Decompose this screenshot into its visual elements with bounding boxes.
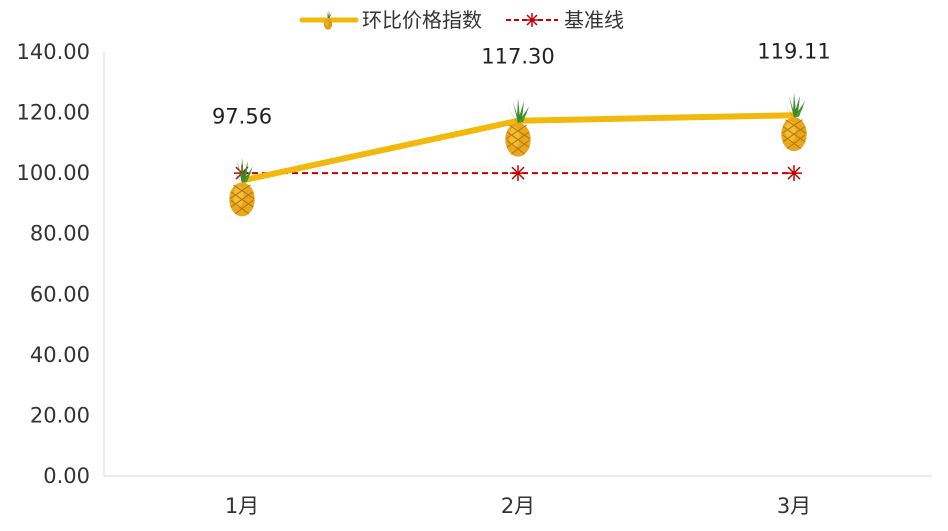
y-tick-label: 120.00 [17,101,90,125]
legend-item-price-index: 环比价格指数 [299,8,482,32]
x-category-label: 2月 [501,494,535,518]
pineapple-point [228,157,256,218]
data-label: 97.56 [212,105,272,129]
baseline-point [510,165,526,182]
x-category-label: 3月 [777,494,811,518]
y-tick-label: 0.00 [43,464,90,488]
y-tick-label: 80.00 [30,222,90,246]
legend-label-baseline: 基准线 [564,8,624,32]
data-labels: 97.56 117.30 119.11 [212,39,831,128]
data-label: 117.30 [481,45,554,69]
x-category-labels: 1月 2月 3月 [225,494,811,518]
legend-label-price-index: 环比价格指数 [362,8,482,32]
y-tick-labels: 0.00 20.00 40.00 60.00 80.00 100.00 120.00 140.… [17,40,90,488]
y-tick-label: 60.00 [30,282,90,306]
pineapple-point [780,91,808,152]
pineapple-point [504,97,532,158]
legend: 环比价格指数 基准线 [299,8,624,32]
x-category-label: 1月 [225,494,259,518]
series-layer [228,91,808,218]
baseline-point [786,165,802,182]
data-label: 119.11 [757,39,830,63]
y-tick-label: 100.00 [17,161,90,185]
y-tick-label: 20.00 [30,403,90,427]
y-tick-label: 140.00 [17,40,90,64]
asterisk-icon [525,13,539,27]
y-tick-label: 40.00 [30,343,90,367]
legend-item-baseline: 基准线 [506,8,624,32]
